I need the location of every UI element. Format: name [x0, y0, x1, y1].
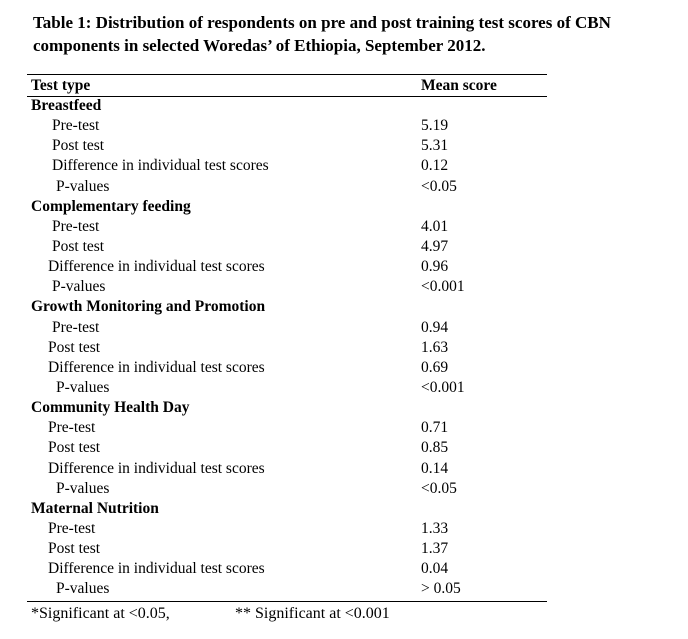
row-label: Difference in individual test scores	[48, 358, 265, 376]
table-row: Post test 0.85	[0, 438, 688, 458]
mean-score-value: 5.19	[421, 117, 449, 135]
row-label: P-values	[56, 177, 110, 195]
column-header-mean-score: Mean score	[421, 77, 497, 94]
mean-score-value: 0.69	[421, 358, 449, 376]
footnote-significant-005: *Significant at <0.05,	[31, 605, 170, 622]
table-row: Difference in individual test scores 0.96	[0, 257, 688, 277]
mean-score-value: 0.85	[421, 439, 449, 457]
section-row: Breastfeed	[0, 96, 688, 116]
section-title: Community Health Day	[31, 399, 190, 417]
row-label: Difference in individual test scores	[48, 459, 265, 477]
score-table: Test type Mean score Breastfeed Pre-test 5…	[0, 76, 688, 600]
mean-score-value: 1.63	[421, 338, 449, 356]
row-label: Pre-test	[52, 318, 100, 336]
row-label: Pre-test	[52, 217, 100, 235]
row-label: P-values	[56, 580, 110, 598]
mean-score-value: 1.33	[421, 519, 449, 537]
table-bottom-rule	[27, 601, 547, 602]
section-row: Community Health Day	[0, 398, 688, 418]
section-title: Complementary feeding	[31, 197, 191, 215]
table-row: Difference in individual test scores 0.14	[0, 459, 688, 479]
table-caption-line-1: Table 1: Distribution of respondents on …	[33, 13, 611, 32]
mean-score-value: 1.37	[421, 540, 449, 558]
row-label: Difference in individual test scores	[48, 560, 265, 578]
mean-score-value: <0.001	[421, 278, 465, 296]
mean-score-value: 0.96	[421, 258, 449, 276]
table-row: P-values <0.001	[0, 378, 688, 398]
table-row: Pre-test 1.33	[0, 519, 688, 539]
row-label: Pre-test	[48, 419, 96, 437]
mean-score-value: <0.05	[421, 177, 457, 195]
table-row: Difference in individual test scores 0.12	[0, 156, 688, 176]
row-label: Difference in individual test scores	[52, 157, 269, 175]
table-row: Difference in individual test scores 0.04	[0, 559, 688, 579]
mean-score-value: 0.04	[421, 560, 449, 578]
table-row: P-values <0.001	[0, 277, 688, 297]
column-header-test-type: Test type	[31, 77, 91, 94]
mean-score-value: 0.12	[421, 157, 449, 175]
table-header-row: Test type Mean score	[0, 76, 688, 96]
row-label: P-values	[52, 278, 106, 296]
table-row: Post test 5.31	[0, 136, 688, 156]
table-row: Difference in individual test scores 0.69	[0, 358, 688, 378]
table-caption: Table 1: Distribution of respondents on …	[33, 11, 683, 57]
table-row: P-values > 0.05	[0, 579, 688, 599]
mean-score-value: > 0.05	[421, 580, 461, 598]
table-body: Breastfeed Pre-test 5.19 Post test 5.31 Diffe…	[0, 96, 688, 600]
row-label: Pre-test	[48, 519, 96, 537]
table-row: Post test 1.63	[0, 338, 688, 358]
row-label: Post test	[48, 439, 101, 457]
mean-score-value: 5.31	[421, 137, 449, 155]
table-caption-line-2: components in selected Woredas’ of Ethio…	[33, 36, 486, 55]
row-label: Post test	[52, 237, 105, 255]
row-label: Post test	[52, 137, 105, 155]
mean-score-value: <0.001	[421, 378, 465, 396]
mean-score-value: <0.05	[421, 479, 457, 497]
mean-score-value: 4.01	[421, 217, 449, 235]
table-header-rule	[27, 96, 547, 97]
table-row: Post test 1.37	[0, 539, 688, 559]
section-row: Growth Monitoring and Promotion	[0, 297, 688, 317]
mean-score-value: 4.97	[421, 237, 449, 255]
row-label: P-values	[56, 479, 110, 497]
row-label: P-values	[56, 378, 110, 396]
row-label: Post test	[48, 540, 101, 558]
table-row: P-values <0.05	[0, 177, 688, 197]
table-row: Pre-test 0.94	[0, 318, 688, 338]
row-label: Difference in individual test scores	[48, 258, 265, 276]
section-row: Maternal Nutrition	[0, 499, 688, 519]
mean-score-value: 0.94	[421, 318, 449, 336]
section-title: Growth Monitoring and Promotion	[31, 298, 266, 316]
table-row: Pre-test 4.01	[0, 217, 688, 237]
row-label: Pre-test	[52, 117, 100, 135]
table-row: Post test 4.97	[0, 237, 688, 257]
section-title: Maternal Nutrition	[31, 499, 159, 517]
table-row: P-values <0.05	[0, 479, 688, 499]
section-title: Breastfeed	[31, 97, 102, 114]
row-label: Post test	[48, 338, 101, 356]
table-row: Pre-test 5.19	[0, 116, 688, 136]
section-row: Complementary feeding	[0, 197, 688, 217]
mean-score-value: 0.71	[421, 419, 449, 437]
table-row: Pre-test 0.71	[0, 418, 688, 438]
mean-score-value: 0.14	[421, 459, 449, 477]
table-top-rule	[27, 74, 547, 75]
footnote-significant-0001: ** Significant at <0.001	[235, 605, 390, 622]
